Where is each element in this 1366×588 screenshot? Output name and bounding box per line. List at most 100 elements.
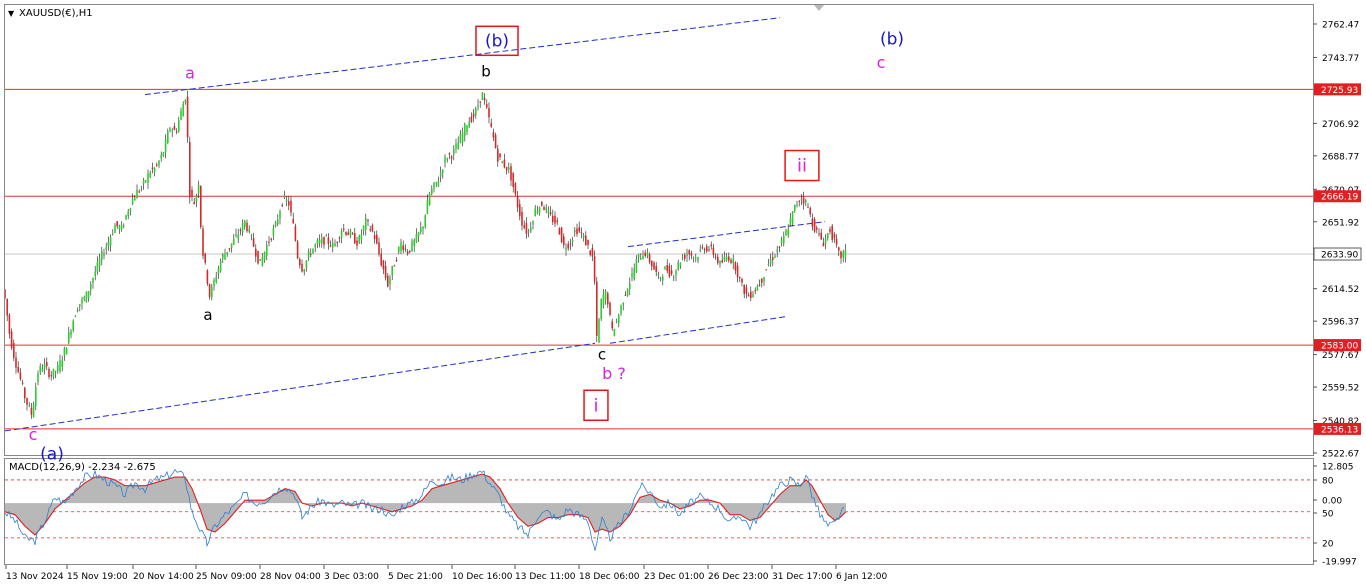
bear-candle <box>382 260 385 270</box>
bull-candle <box>501 161 503 163</box>
bull-candle <box>120 225 123 230</box>
bull-candle <box>411 241 413 251</box>
bear-candle <box>505 166 508 171</box>
macd-axis-label: 80 <box>1322 477 1334 487</box>
time-axis-label: 3 Dec 03:00 <box>324 572 379 582</box>
bear-candle <box>116 221 118 227</box>
bear-candle <box>294 226 297 241</box>
bear-candle <box>252 238 255 247</box>
bull-candle <box>305 260 308 268</box>
bear-candle <box>301 263 303 272</box>
bear-candle <box>494 134 497 149</box>
bear-candle <box>499 153 501 158</box>
bear-candle <box>450 156 453 159</box>
bear-candle <box>607 293 609 305</box>
symbol-dropdown-icon[interactable]: ▼ <box>8 9 15 18</box>
bull-candle <box>164 139 167 153</box>
bull-candle <box>360 234 363 240</box>
bull-candle <box>68 332 70 344</box>
bull-candle <box>420 227 422 233</box>
bear-candle <box>653 262 655 270</box>
bear-candle <box>343 228 345 230</box>
macd-axis-label: 12.805 <box>1322 463 1354 473</box>
channel-trendline[interactable] <box>5 342 596 432</box>
bull-candle <box>277 219 279 225</box>
bear-candle <box>708 249 710 251</box>
bear-candle <box>807 206 809 208</box>
bear-candle <box>202 228 204 256</box>
bull-candle <box>250 235 253 237</box>
bear-candle <box>292 218 294 224</box>
bull-candle <box>263 251 266 260</box>
macd-axis-label: 50 <box>1322 510 1334 520</box>
bear-candle <box>648 254 651 263</box>
bull-candle <box>844 250 847 258</box>
bull-candle <box>582 235 585 238</box>
bull-candle <box>70 330 72 336</box>
macd-histogram <box>5 474 846 535</box>
bull-candle <box>437 180 440 187</box>
bear-candle <box>765 269 767 271</box>
bull-candle <box>631 272 633 277</box>
bull-candle <box>167 131 169 144</box>
bear-candle <box>710 244 712 247</box>
symbol-title: XAUUSD(€),H1 <box>19 8 93 19</box>
bear-candle <box>831 225 833 240</box>
bear-candle <box>818 233 820 235</box>
bull-candle <box>184 99 187 103</box>
bull-candle <box>622 302 624 305</box>
bull-candle <box>431 188 433 195</box>
axes-layer: 2762.472743.772706.922688.772670.072651.… <box>5 21 1359 582</box>
bull-candle <box>675 270 677 276</box>
channel-trendline[interactable] <box>609 315 788 344</box>
bear-candle <box>402 245 404 251</box>
bear-candle <box>543 207 545 210</box>
bear-candle <box>541 201 543 206</box>
bull-candle <box>54 371 57 373</box>
bull-candle <box>149 172 151 178</box>
macd-panel <box>5 468 1313 551</box>
bull-candle <box>226 252 228 255</box>
bull-candle <box>72 320 74 331</box>
bull-candle <box>171 130 173 132</box>
bull-candle <box>63 348 66 356</box>
bull-candle <box>274 222 277 227</box>
bear-candle <box>338 237 341 239</box>
bear-candle <box>706 246 708 252</box>
bull-candle <box>162 152 165 156</box>
bear-candle <box>750 291 752 298</box>
bear-candle <box>829 229 831 232</box>
bull-candle <box>340 230 343 238</box>
bear-candle <box>239 230 242 232</box>
bear-candle <box>714 256 717 258</box>
bull-candle <box>303 269 305 272</box>
bull-candle <box>574 230 576 233</box>
channel-trendline[interactable] <box>144 17 781 96</box>
bull-candle <box>237 234 239 239</box>
bull-candle <box>752 294 754 297</box>
channel-trendline[interactable] <box>627 221 826 248</box>
bear-candle <box>552 215 554 223</box>
time-axis-label: 5 Dec 21:00 <box>388 572 443 582</box>
price-axis-label: 2743.77 <box>1322 54 1359 64</box>
bull-candle <box>87 291 90 298</box>
wave-label-box <box>784 149 820 182</box>
bull-candle <box>444 156 446 163</box>
bull-candle <box>468 121 470 128</box>
bull-candle <box>789 217 792 226</box>
bull-candle <box>127 211 129 217</box>
bull-candle <box>615 320 618 323</box>
price-tags-layer: 2725.93 2666.19 2583.00 2536.13 2633.90 <box>1313 83 1362 435</box>
bull-candle <box>800 198 803 200</box>
bull-candle <box>85 291 88 303</box>
bull-candle <box>41 368 44 372</box>
bear-candle <box>173 126 176 130</box>
bull-candle <box>598 319 600 343</box>
bear-candle <box>778 246 781 248</box>
shift-marker-icon[interactable] <box>814 5 824 11</box>
macd-axis-label: 20 <box>1322 540 1334 550</box>
bear-candle <box>30 407 33 415</box>
bull-candle <box>461 132 464 143</box>
bear-candle <box>835 238 838 245</box>
